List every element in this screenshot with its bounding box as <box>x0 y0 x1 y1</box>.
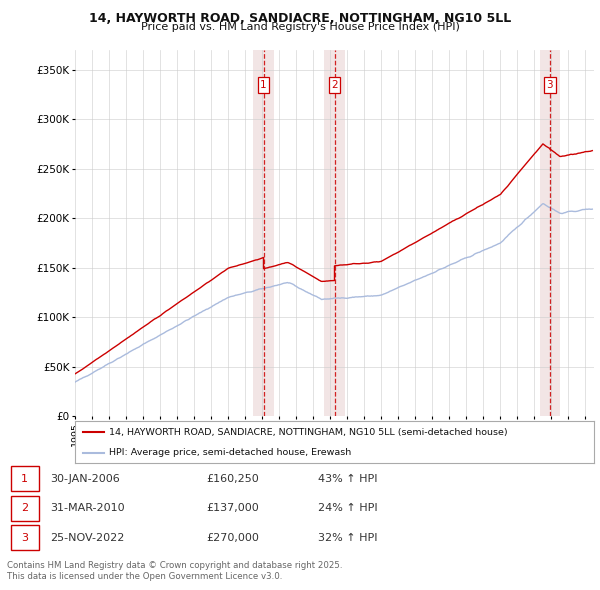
Text: £270,000: £270,000 <box>206 533 259 543</box>
Text: HPI: Average price, semi-detached house, Erewash: HPI: Average price, semi-detached house,… <box>109 448 351 457</box>
Text: 14, HAYWORTH ROAD, SANDIACRE, NOTTINGHAM, NG10 5LL: 14, HAYWORTH ROAD, SANDIACRE, NOTTINGHAM… <box>89 12 511 25</box>
Text: 25-NOV-2022: 25-NOV-2022 <box>50 533 124 543</box>
Text: 3: 3 <box>22 533 28 543</box>
Text: Price paid vs. HM Land Registry's House Price Index (HPI): Price paid vs. HM Land Registry's House … <box>140 22 460 32</box>
Text: 30-JAN-2006: 30-JAN-2006 <box>50 474 120 484</box>
Text: 31-MAR-2010: 31-MAR-2010 <box>50 503 125 513</box>
Text: 43% ↑ HPI: 43% ↑ HPI <box>317 474 377 484</box>
Text: Contains HM Land Registry data © Crown copyright and database right 2025.
This d: Contains HM Land Registry data © Crown c… <box>7 560 343 581</box>
Text: 14, HAYWORTH ROAD, SANDIACRE, NOTTINGHAM, NG10 5LL (semi-detached house): 14, HAYWORTH ROAD, SANDIACRE, NOTTINGHAM… <box>109 428 508 437</box>
Bar <box>253 50 274 416</box>
Bar <box>11 496 39 521</box>
Text: 2: 2 <box>21 503 28 513</box>
Text: 1: 1 <box>260 80 267 90</box>
Text: 2: 2 <box>331 80 338 90</box>
Bar <box>324 50 345 416</box>
Text: 3: 3 <box>547 80 553 90</box>
Text: £160,250: £160,250 <box>206 474 259 484</box>
Text: 32% ↑ HPI: 32% ↑ HPI <box>317 533 377 543</box>
Text: 1: 1 <box>22 474 28 484</box>
Bar <box>11 525 39 550</box>
Text: 24% ↑ HPI: 24% ↑ HPI <box>317 503 377 513</box>
Bar <box>11 466 39 491</box>
Bar <box>539 50 560 416</box>
Text: £137,000: £137,000 <box>206 503 259 513</box>
